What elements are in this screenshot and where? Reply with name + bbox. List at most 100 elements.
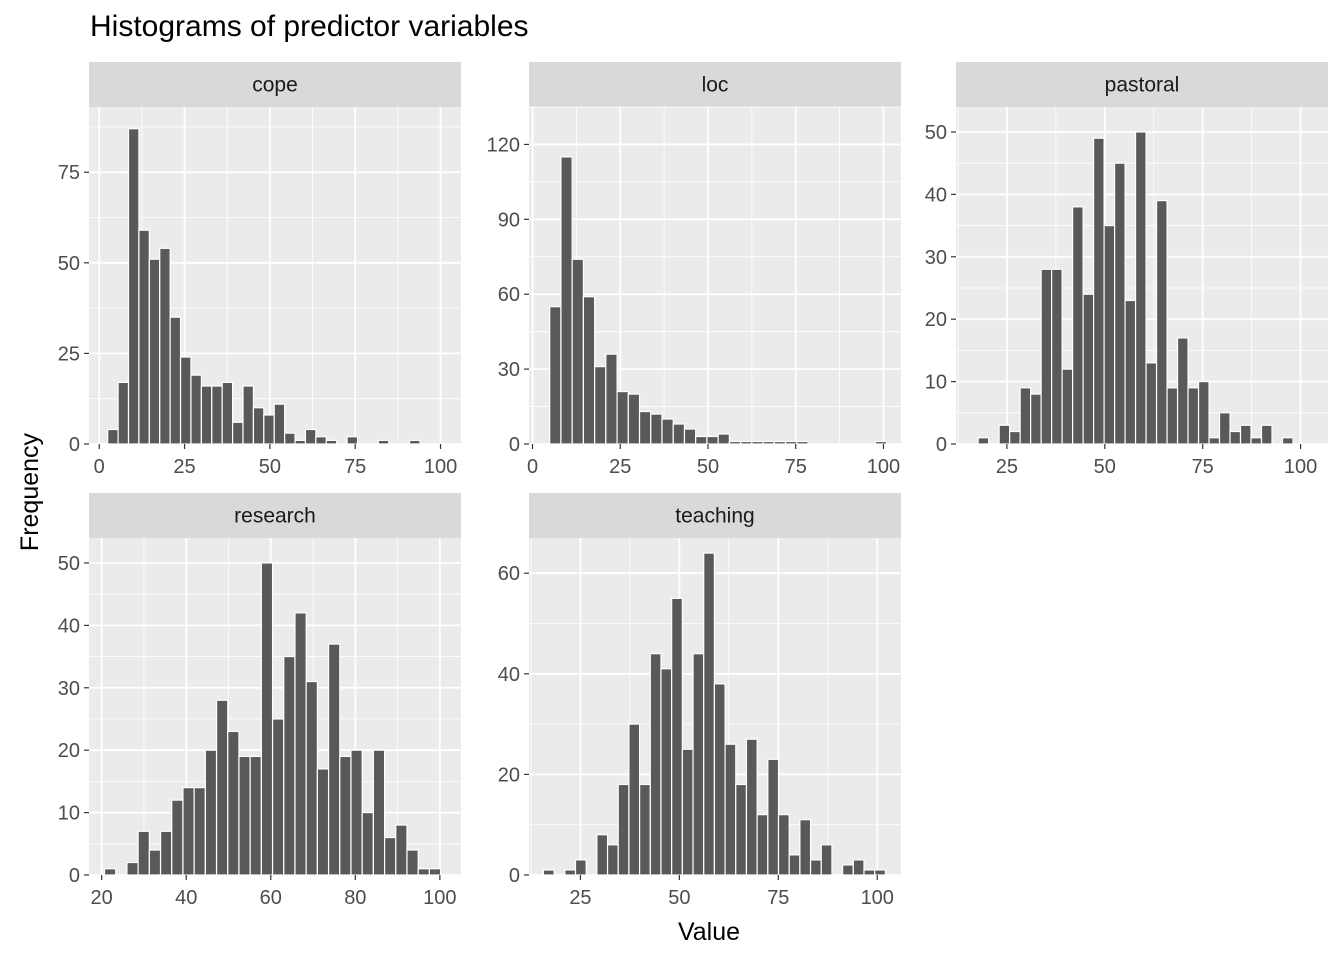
histogram-bar: [408, 439, 421, 445]
histogram-bar: [159, 830, 173, 876]
histogram-bar: [171, 799, 184, 876]
histogram-bar: [703, 552, 716, 876]
histogram-bar: [325, 439, 338, 445]
histogram-bar: [231, 421, 244, 445]
x-tick-label: 25: [996, 456, 1018, 478]
histogram-bar: [751, 440, 764, 445]
histogram-bar: [571, 258, 584, 445]
histogram-bar: [294, 612, 307, 876]
histogram-bar: [745, 738, 758, 876]
histogram-bar: [103, 868, 117, 876]
histogram-bar: [182, 787, 195, 876]
y-tick-label: 75: [58, 162, 80, 184]
histogram-bar: [1030, 393, 1042, 445]
histogram-bar: [1040, 268, 1053, 445]
chart-title: Histograms of predictor variables: [90, 10, 529, 43]
histogram-bar: [681, 748, 694, 876]
histogram-bar: [238, 755, 251, 876]
y-tick-label: 10: [925, 372, 947, 394]
histogram-bar: [762, 440, 775, 445]
y-tick-label: 30: [498, 359, 520, 381]
y-tick-label: 30: [58, 678, 80, 700]
histogram-bar: [706, 435, 719, 445]
histogram-bar: [735, 783, 748, 876]
histogram-bar: [639, 783, 651, 876]
histogram-bar: [695, 435, 708, 445]
histogram-bar: [294, 439, 307, 445]
histogram-bar: [227, 730, 240, 876]
histogram-bar: [606, 844, 619, 876]
histogram-bar: [193, 787, 206, 876]
histogram-bar: [852, 859, 865, 876]
histogram-bar: [361, 811, 374, 876]
histogram-bar: [605, 353, 618, 445]
histogram-bar: [263, 414, 275, 445]
histogram-bar: [809, 859, 822, 876]
histogram-bar: [788, 854, 801, 876]
y-tick-label: 40: [498, 664, 520, 686]
y-tick-label: 30: [925, 247, 947, 269]
x-tick-label: 25: [569, 887, 591, 909]
histogram-bar: [692, 653, 705, 876]
histogram-bar: [242, 385, 255, 445]
x-tick-label: 100: [861, 887, 894, 909]
histogram-bar: [1197, 380, 1210, 445]
histogram-bar: [1176, 337, 1189, 445]
histogram-bar: [428, 868, 442, 876]
x-tick-label: 80: [344, 887, 366, 909]
histogram-bar: [740, 440, 753, 445]
y-tick-label: 20: [498, 764, 520, 786]
histogram-bar: [406, 849, 419, 876]
x-tick-label: 50: [668, 887, 690, 909]
facet-strip-label: research: [234, 505, 316, 528]
histogram-bar: [159, 247, 171, 445]
x-tick-label: 100: [867, 456, 900, 478]
histogram-bar: [842, 864, 854, 876]
histogram-bar: [596, 834, 609, 876]
histogram-bar: [1145, 362, 1158, 445]
y-tick-label: 0: [509, 434, 520, 456]
histogram-bar: [650, 413, 663, 445]
x-tick-label: 20: [91, 887, 113, 909]
histogram-bar: [777, 814, 790, 876]
x-tick-label: 40: [175, 887, 197, 909]
histogram-bar: [273, 403, 286, 445]
histogram-bar: [372, 749, 386, 876]
facet-strip-label: cope: [252, 74, 298, 97]
x-tick-label: 50: [259, 456, 281, 478]
histogram-bar: [377, 439, 390, 445]
histogram-bar: [350, 749, 363, 876]
x-tick-label: 75: [785, 456, 807, 478]
histogram-bar: [1134, 131, 1147, 445]
histogram-bar: [784, 440, 798, 445]
histogram-bar: [211, 385, 223, 445]
histogram-bar: [126, 861, 139, 876]
x-tick-label: 75: [767, 887, 789, 909]
y-tick-label: 40: [925, 184, 947, 206]
histogram-bar: [1061, 368, 1074, 445]
histogram-bar: [138, 229, 150, 445]
y-tick-label: 50: [58, 553, 80, 575]
x-tick-label: 75: [1192, 456, 1214, 478]
histogram-bar: [820, 844, 833, 876]
histogram-bar: [252, 407, 265, 445]
histogram-bar: [271, 718, 285, 876]
y-tick-label: 50: [58, 253, 80, 275]
histogram-bar: [1019, 387, 1032, 445]
histogram-bar: [564, 869, 577, 876]
x-tick-label: 25: [609, 456, 631, 478]
histogram-bar: [628, 723, 641, 876]
histogram-bar: [417, 868, 431, 876]
facet-strip-label: teaching: [675, 505, 754, 528]
histogram-bar: [200, 385, 213, 445]
facet-panel-pastoral: pastoral 25 50 75 100 0 10 20 30 40 50: [925, 62, 1328, 478]
histogram-bar: [1072, 206, 1084, 445]
y-tick-label: 0: [509, 865, 520, 887]
histogram-bar: [284, 432, 296, 445]
histogram-bar: [627, 393, 641, 445]
histogram-bar: [169, 316, 182, 445]
y-tick-label: 90: [498, 209, 520, 231]
histogram-bar: [767, 758, 780, 876]
histogram-bar: [148, 849, 162, 876]
histogram-bar: [304, 428, 317, 445]
